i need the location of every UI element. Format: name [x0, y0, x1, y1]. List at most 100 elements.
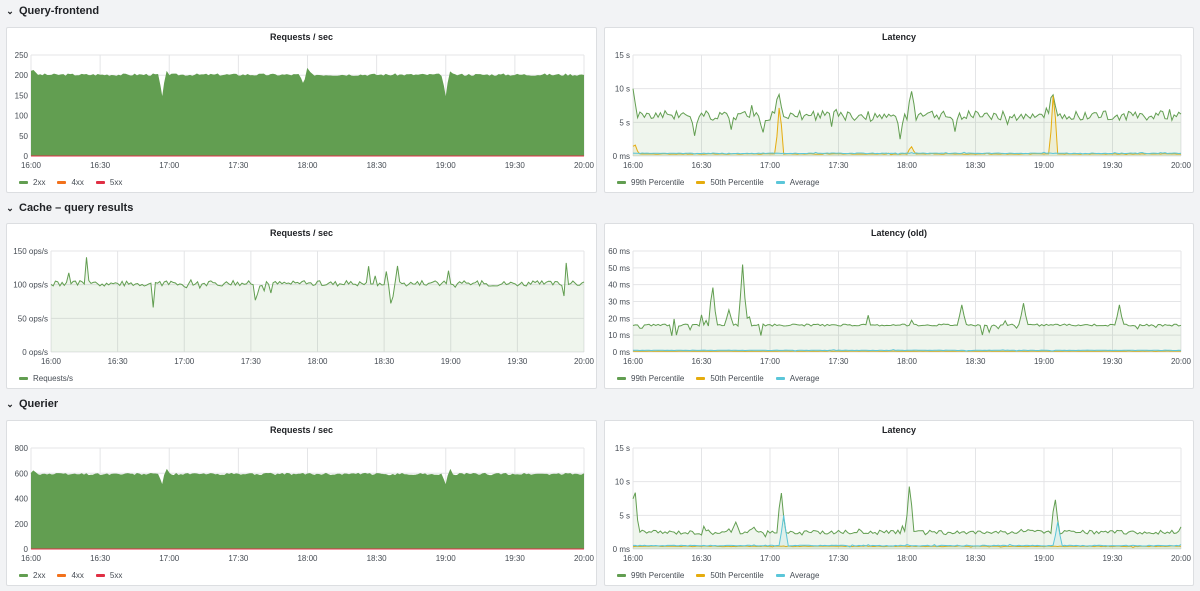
- x-tick-label: 18:00: [897, 554, 918, 563]
- y-tick-label: 400: [15, 495, 29, 504]
- chart-svg: 0 ms 5 s 10 s 15 s 16:00 16:30 17:00 17:30 18:00…: [613, 444, 1192, 563]
- x-tick-label: 19:30: [505, 161, 526, 170]
- legend: 2xx 4xx 5xx: [19, 178, 122, 187]
- legend-item[interactable]: 4xx: [57, 571, 84, 580]
- legend: 2xx 4xx 5xx: [19, 571, 122, 580]
- y-tick-label: 40 ms: [608, 281, 630, 290]
- panel-cache-requests-per-sec[interactable]: Requests / sec 0 ops/s 50 ops/s 100 ops/s 1…: [6, 223, 597, 389]
- legend-label: Average: [789, 571, 820, 580]
- legend-label: 50th Percentile: [710, 374, 764, 383]
- x-tick-label: 17:30: [228, 161, 249, 170]
- y-tick-label: 0 ms: [613, 348, 630, 357]
- legend-item[interactable]: Average: [775, 571, 820, 580]
- legend-label: 50th Percentile: [710, 571, 764, 580]
- panel-latency-old[interactable]: Latency (old) 0 ms 10 ms 20 ms 30 ms 40 ms 50…: [604, 223, 1194, 389]
- series-area: [633, 88, 1181, 156]
- y-tick-label: 50: [19, 132, 28, 141]
- legend-swatch: [19, 377, 28, 380]
- y-tick-label: 30 ms: [608, 298, 630, 307]
- legend-label: 5xx: [109, 178, 123, 187]
- y-tick-label: 20 ms: [608, 314, 630, 323]
- y-tick-label: 200: [15, 520, 29, 529]
- x-tick-label: 17:30: [228, 554, 249, 563]
- legend-item[interactable]: Average: [775, 178, 819, 187]
- x-tick-label: 19:30: [1102, 357, 1123, 366]
- series-line: [30, 468, 585, 488]
- x-tick-label: 17:30: [828, 554, 849, 563]
- legend-item[interactable]: 4xx: [57, 178, 84, 187]
- legend-label: Requests/s: [33, 374, 74, 383]
- y-tick-label: 150: [15, 91, 29, 100]
- panel-requests-per-sec[interactable]: Requests / sec 0 50 100 150 200 250 16:00 16:30…: [6, 27, 597, 193]
- y-tick-label: 600: [15, 469, 29, 478]
- x-tick-label: 16:00: [623, 357, 644, 366]
- panel-title[interactable]: Latency: [881, 425, 916, 435]
- x-tick-label: 19:00: [1034, 161, 1055, 170]
- y-tick-label: 10 s: [615, 85, 630, 94]
- x-tick-label: 16:30: [691, 554, 712, 563]
- y-tick-label: 800: [15, 444, 29, 453]
- x-tick-label: 17:30: [241, 357, 262, 366]
- panel-title[interactable]: Requests / sec: [269, 32, 334, 42]
- y-tick-label: 100: [15, 112, 29, 121]
- legend-item[interactable]: 2xx: [19, 571, 45, 580]
- legend: 99th Percentile 50th Percentile Average: [617, 571, 819, 580]
- y-tick-label: 5 s: [619, 118, 630, 127]
- legend-item[interactable]: 5xx: [95, 571, 123, 580]
- series-line: [632, 264, 1182, 336]
- x-tick-label: 19:30: [1102, 161, 1123, 170]
- x-tick-label: 20:00: [1171, 554, 1192, 563]
- x-tick-label: 18:00: [897, 357, 918, 366]
- x-tick-label: 16:30: [691, 161, 712, 170]
- y-tick-label: 0 ms: [613, 545, 630, 554]
- legend-swatch: [617, 377, 626, 380]
- legend-item[interactable]: 99th Percentile: [617, 178, 684, 187]
- row-header-querier[interactable]: ⌄ Querier: [6, 395, 58, 413]
- x-tick-label: 19:00: [1034, 554, 1055, 563]
- x-tick-label: 18:30: [965, 554, 986, 563]
- series-line: [30, 67, 585, 100]
- legend-item[interactable]: 50th Percentile: [696, 571, 764, 580]
- legend-item[interactable]: Average: [775, 374, 819, 383]
- legend-swatch: [775, 377, 785, 380]
- x-tick-label: 17:00: [159, 161, 180, 170]
- panel-title[interactable]: Requests / sec: [269, 228, 334, 238]
- y-tick-label: 0 ms: [613, 152, 630, 161]
- legend-label: 2xx: [33, 571, 46, 580]
- x-tick-label: 19:30: [507, 357, 528, 366]
- legend-item[interactable]: 50th Percentile: [696, 374, 764, 383]
- panel-title[interactable]: Latency (old): [870, 228, 927, 238]
- panel-querier-latency[interactable]: Latency 0 ms 5 s 10 s 15 s 16:00 16:30 17:00 17…: [604, 420, 1194, 586]
- legend-item[interactable]: 50th Percentile: [696, 178, 764, 187]
- chart-svg: 0 ms 10 ms 20 ms 30 ms 40 ms 50 ms 60 ms 16:00 1…: [608, 247, 1191, 366]
- x-tick-label: 17:30: [828, 161, 849, 170]
- x-tick-label: 16:00: [623, 161, 644, 170]
- legend-item[interactable]: 99th Percentile: [617, 374, 684, 383]
- y-tick-label: 0: [24, 152, 29, 161]
- panel-latency[interactable]: Latency 0 ms 5 s 10 s 15 s 16:00 16:30 17:00 17…: [604, 27, 1194, 193]
- legend-item[interactable]: 5xx: [95, 178, 123, 187]
- legend-item[interactable]: 2xx: [19, 178, 45, 187]
- x-tick-label: 17:00: [760, 357, 781, 366]
- legend-label: 5xx: [109, 571, 123, 580]
- legend-label: 4xx: [71, 178, 84, 187]
- legend-item[interactable]: Requests/s: [19, 374, 73, 383]
- x-tick-label: 16:00: [41, 357, 62, 366]
- series-line: [632, 350, 1181, 352]
- legend-swatch: [57, 574, 67, 577]
- panel-querier-requests-per-sec[interactable]: Requests / sec 0 200 400 600 800 16:00 16:30 17…: [6, 420, 597, 586]
- y-tick-label: 60 ms: [608, 247, 630, 256]
- series-area: [633, 264, 1181, 352]
- legend-item[interactable]: 99th Percentile: [617, 571, 684, 580]
- panel-title[interactable]: Requests / sec: [269, 425, 334, 435]
- y-tick-label: 15 s: [615, 51, 630, 60]
- x-tick-label: 20:00: [574, 554, 595, 563]
- panel-title[interactable]: Latency: [881, 32, 916, 42]
- row-header-cache-query-results[interactable]: ⌄ Cache – query results: [6, 199, 133, 217]
- x-tick-label: 18:30: [965, 357, 986, 366]
- row-header-query-frontend[interactable]: ⌄ Query-frontend: [6, 2, 99, 20]
- legend-swatch: [696, 377, 706, 380]
- chevron-down-icon: ⌄: [6, 202, 14, 213]
- x-tick-label: 17:00: [760, 161, 781, 170]
- y-tick-label: 50 ms: [608, 264, 630, 273]
